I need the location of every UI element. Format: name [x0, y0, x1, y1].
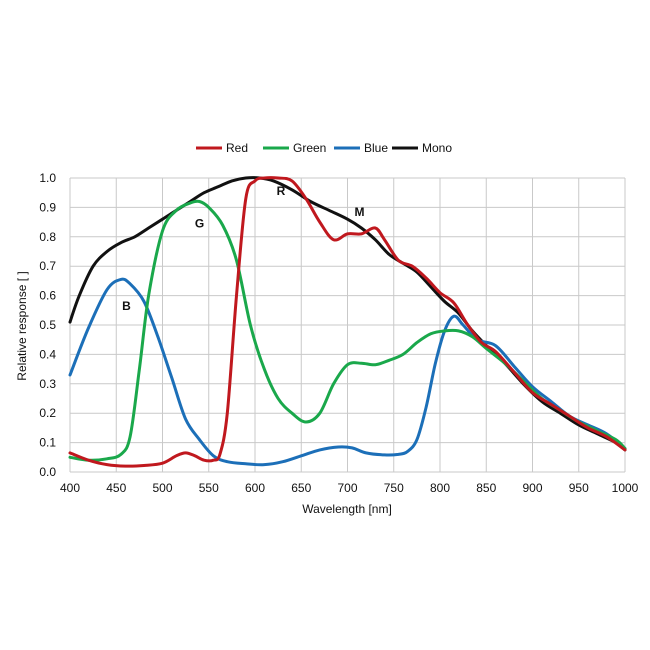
- x-tick-label: 600: [245, 481, 265, 495]
- x-axis-title: Wavelength [nm]: [302, 502, 392, 516]
- x-tick-label: 900: [522, 481, 542, 495]
- y-axis-title: Relative response [ ]: [15, 271, 29, 380]
- x-tick-label: 550: [199, 481, 219, 495]
- grid-lines: [69, 177, 626, 473]
- x-tick-label: 450: [106, 481, 126, 495]
- x-tick-label: 950: [569, 481, 589, 495]
- y-tick-label: 0.4: [39, 347, 56, 361]
- y-axis-ticks: 0.0 0.1 0.2 0.3 0.4 0.5 0.6 0.7 0.8 0.9 1.0: [39, 171, 56, 479]
- series-line-red: [68, 176, 627, 468]
- x-tick-label: 500: [152, 481, 172, 495]
- x-tick-label: 650: [291, 481, 311, 495]
- x-tick-label: 850: [476, 481, 496, 495]
- legend-label-blue: Blue: [364, 141, 388, 155]
- y-tick-label: 0.2: [39, 406, 56, 420]
- response-curves: [68, 176, 627, 468]
- legend: Red Green Blue Mono: [196, 141, 452, 155]
- y-tick-label: 1.0: [39, 171, 56, 185]
- annotation-g: G: [195, 217, 204, 231]
- annotation-b: B: [122, 299, 131, 313]
- series-line-blue: [68, 277, 627, 467]
- y-tick-label: 0.9: [39, 200, 56, 214]
- y-tick-label: 0.0: [39, 465, 56, 479]
- y-tick-label: 0.8: [39, 230, 56, 244]
- legend-label-red: Red: [226, 141, 248, 155]
- annotation-r: R: [277, 184, 286, 198]
- x-tick-label: 800: [430, 481, 450, 495]
- curve-annotations: R G B M: [122, 184, 364, 313]
- y-tick-label: 0.1: [39, 436, 56, 450]
- x-tick-label: 1000: [612, 481, 639, 495]
- annotation-m: M: [355, 205, 365, 219]
- y-tick-label: 0.3: [39, 377, 56, 391]
- y-tick-label: 0.6: [39, 289, 56, 303]
- x-tick-label: 750: [384, 481, 404, 495]
- y-tick-label: 0.7: [39, 259, 56, 273]
- x-tick-label: 700: [337, 481, 357, 495]
- x-axis-ticks: 400 450 500 550 600 650 700 750 800 850 900 950 1000: [60, 481, 639, 495]
- y-tick-label: 0.5: [39, 318, 56, 332]
- x-tick-label: 400: [60, 481, 80, 495]
- legend-label-green: Green: [293, 141, 326, 155]
- legend-label-mono: Mono: [422, 141, 452, 155]
